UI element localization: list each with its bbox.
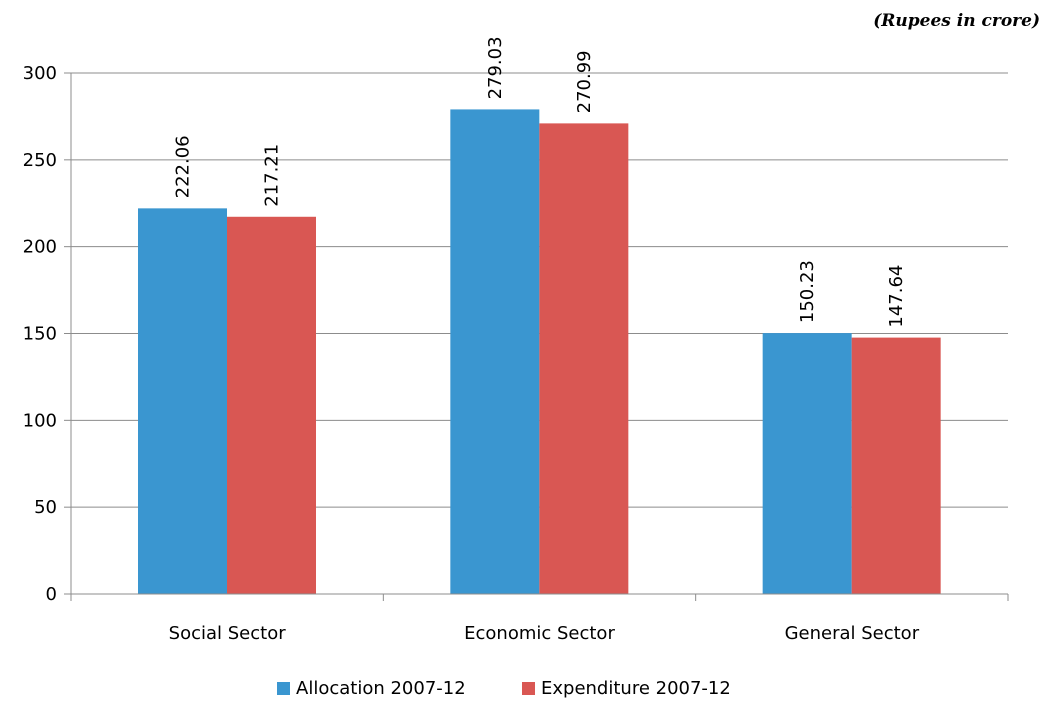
bars xyxy=(138,109,941,595)
bar xyxy=(851,337,941,594)
legend: Allocation 2007-12 Expenditure 2007-12 xyxy=(277,678,731,699)
y-tick-label: 0 xyxy=(46,584,57,605)
y-tick-label: 150 xyxy=(23,324,57,345)
data-label: 222.06 xyxy=(173,135,194,198)
category-label: Economic Sector xyxy=(464,623,615,644)
bar xyxy=(138,208,227,594)
data-label: 270.99 xyxy=(574,50,595,113)
y-tick-label: 250 xyxy=(23,150,57,171)
category-label: Social Sector xyxy=(169,623,287,644)
axes: 0 50 100 150 200 250 300 Social Sector Economic … xyxy=(23,63,1009,644)
y-tick-label: 100 xyxy=(23,410,57,431)
legend-swatch xyxy=(522,682,535,695)
data-label: 279.03 xyxy=(485,36,506,99)
legend-label: Expenditure 2007-12 xyxy=(541,678,731,699)
data-label: 150.23 xyxy=(797,260,818,323)
y-tick-label: 200 xyxy=(23,237,57,258)
bar xyxy=(227,216,316,595)
legend-label: Allocation 2007-12 xyxy=(296,678,466,699)
bar xyxy=(450,109,540,594)
legend-swatch xyxy=(277,682,290,695)
data-label: 147.64 xyxy=(886,265,907,328)
y-tick-label: 300 xyxy=(23,63,57,84)
data-labels: 222.06 217.21 279.03 270.99 150.23 147.64 xyxy=(173,36,908,327)
unit-note: (Rupees in crore) xyxy=(873,11,1040,31)
bar xyxy=(539,123,629,594)
data-label: 217.21 xyxy=(262,144,283,207)
bar xyxy=(762,333,852,594)
category-label: General Sector xyxy=(785,623,920,644)
y-tick-label: 50 xyxy=(34,497,57,518)
